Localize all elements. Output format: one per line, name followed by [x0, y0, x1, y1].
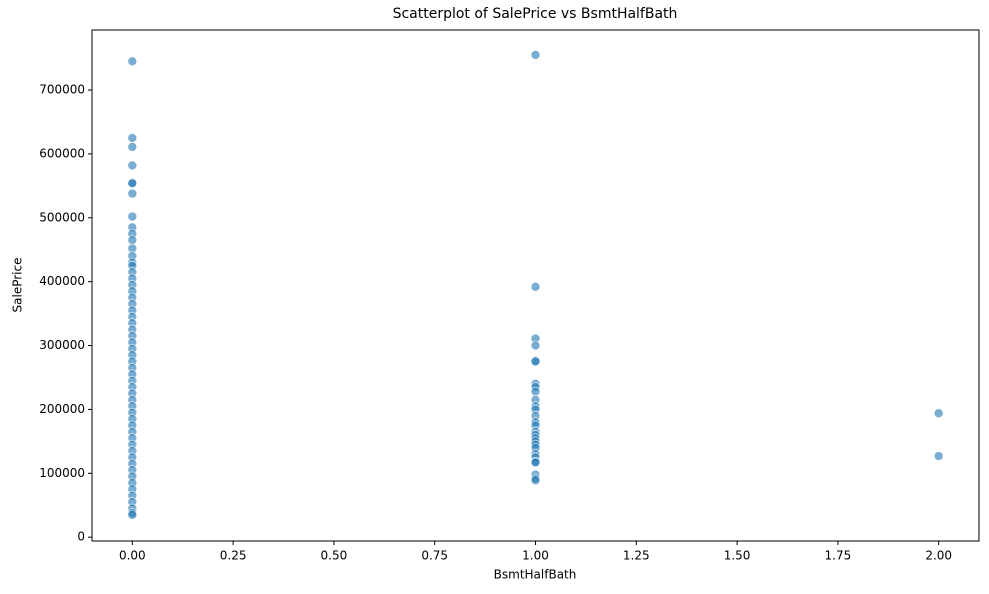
- x-tick-label: 0.75: [421, 549, 448, 563]
- point: [127, 142, 138, 152]
- y-tick-label: 700000: [39, 83, 85, 97]
- y-tick-label: 0: [77, 530, 85, 544]
- point: [530, 386, 541, 397]
- x-tick-label: 1.25: [623, 549, 650, 563]
- x-tick-label: 0.00: [119, 549, 146, 563]
- x-axis-label: BsmtHalfBath: [494, 568, 577, 582]
- point: [127, 178, 138, 189]
- x-tick-label: 2.00: [925, 549, 952, 563]
- x-tick-label: 1.50: [724, 549, 751, 563]
- y-tick-label: 400000: [39, 274, 85, 288]
- point: [127, 56, 138, 67]
- point: [127, 188, 138, 199]
- x-tick-label: 1.75: [825, 549, 852, 563]
- point: [127, 211, 138, 222]
- point: [127, 133, 138, 143]
- y-tick-label: 100000: [39, 466, 85, 480]
- y-tick-label: 500000: [39, 210, 85, 224]
- x-tick-label: 1.00: [522, 549, 549, 563]
- y-tick-label: 200000: [39, 402, 85, 416]
- y-tick-label: 300000: [39, 338, 85, 352]
- chart-title: Scatterplot of SalePrice vs BsmtHalfBath: [393, 6, 678, 22]
- point: [933, 451, 944, 461]
- point: [933, 408, 944, 419]
- point: [530, 340, 541, 351]
- point: [530, 457, 541, 468]
- points: [127, 50, 944, 520]
- point: [530, 281, 541, 292]
- point: [127, 235, 138, 245]
- point: [530, 356, 541, 367]
- y-axis-label: SalePrice: [11, 258, 25, 313]
- point: [530, 50, 541, 60]
- y-tick-label: 600000: [39, 146, 85, 160]
- point: [127, 160, 138, 171]
- point: [530, 475, 541, 486]
- x-tick-label: 0.50: [321, 549, 348, 563]
- point: [127, 510, 138, 520]
- x-tick-label: 0.25: [220, 549, 247, 563]
